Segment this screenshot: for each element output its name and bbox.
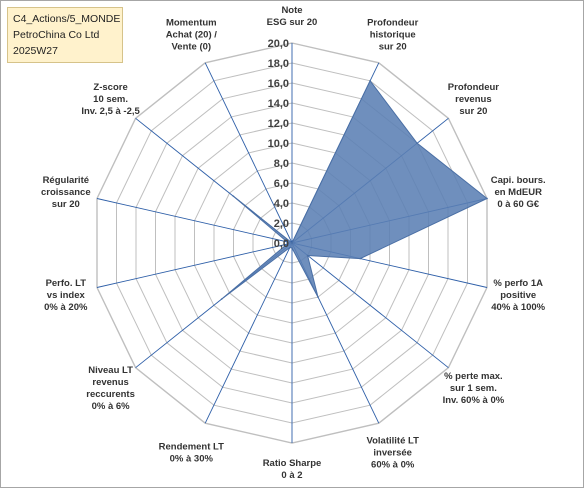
- axis-label: Note ESG sur 20: [267, 5, 318, 28]
- axis-label: % perfo 1A positive 40% à 100%: [491, 278, 545, 313]
- tick-label: 14,0: [268, 98, 289, 110]
- data-point: [359, 257, 362, 260]
- data-point: [220, 298, 223, 300]
- axis-label: Profondeur historique sur 20: [367, 18, 418, 53]
- tick-label: 12,0: [268, 118, 289, 130]
- tick-label: 10,0: [268, 138, 289, 150]
- axis-label: Régularité croissance sur 20: [41, 175, 91, 210]
- axis-label: Z-score 10 sem. Inv. 2,5 à -2,5: [81, 82, 140, 117]
- data-point: [369, 80, 371, 82]
- tick-label: 0,0: [274, 238, 289, 250]
- data-point: [289, 246, 291, 249]
- axis-label: Ratio Sharpe 0 à 2: [263, 458, 322, 481]
- axis-spoke: [96, 242, 293, 288]
- axis-label: Perfo. LT vs index 0% à 20%: [44, 278, 88, 313]
- axis-label: Capi. bours. en MdEUR 0 à 60 G€: [491, 175, 546, 210]
- data-point: [317, 296, 319, 298]
- axis-label: Niveau LT revenus reccurents 0% à 6%: [86, 365, 135, 412]
- axis-label: Rendement LT 0% à 30%: [159, 442, 224, 465]
- data-point: [486, 197, 488, 200]
- tick-label: 16,0: [268, 78, 289, 90]
- tick-label: 8,0: [274, 158, 289, 170]
- axis-label-layer: Note ESG sur 20 Profondeur historique sur 20…: [41, 5, 546, 481]
- axis-label: % perte max. sur 1 sem. Inv. 60% à 0%: [443, 371, 505, 406]
- tick-label: 4,0: [274, 198, 289, 210]
- data-point: [306, 254, 309, 257]
- axis-spoke: [204, 242, 293, 424]
- data-point: [232, 195, 235, 197]
- tick-label: 6,0: [274, 178, 289, 190]
- axis-label: Volatilité LT inversée 60% à 0%: [366, 436, 419, 471]
- tick-label: 2,0: [274, 218, 289, 230]
- data-point: [291, 247, 293, 249]
- tick-label-layer: 0,0 2,0 4,0 6,0 8,0 10,0 12,0 14,0 16,0 18,0 20,0: [268, 38, 289, 250]
- tick-label: 18,0: [268, 58, 289, 70]
- data-point: [291, 242, 293, 244]
- title-line-2: PetroChina Co Ltd: [13, 29, 100, 41]
- axis-label: Profondeur revenus sur 20: [448, 82, 499, 117]
- data-area: [221, 79, 488, 300]
- chart-title-box: C4_Actions/5_MONDE PetroChina Co Ltd 202…: [7, 7, 123, 63]
- title-line-1: C4_Actions/5_MONDE: [13, 13, 121, 25]
- data-area-layer: [220, 79, 488, 300]
- data-point: [286, 243, 288, 245]
- data-point: [416, 142, 418, 144]
- title-line-3: 2025W27: [13, 45, 58, 57]
- axis-spoke: [96, 198, 293, 244]
- axis-spoke: [204, 62, 293, 244]
- tick-label: 20,0: [268, 38, 289, 50]
- axis-label: Momentum Achat (20) / Vente (0): [166, 18, 218, 53]
- axis-spoke: [291, 242, 449, 369]
- data-point: [286, 241, 288, 243]
